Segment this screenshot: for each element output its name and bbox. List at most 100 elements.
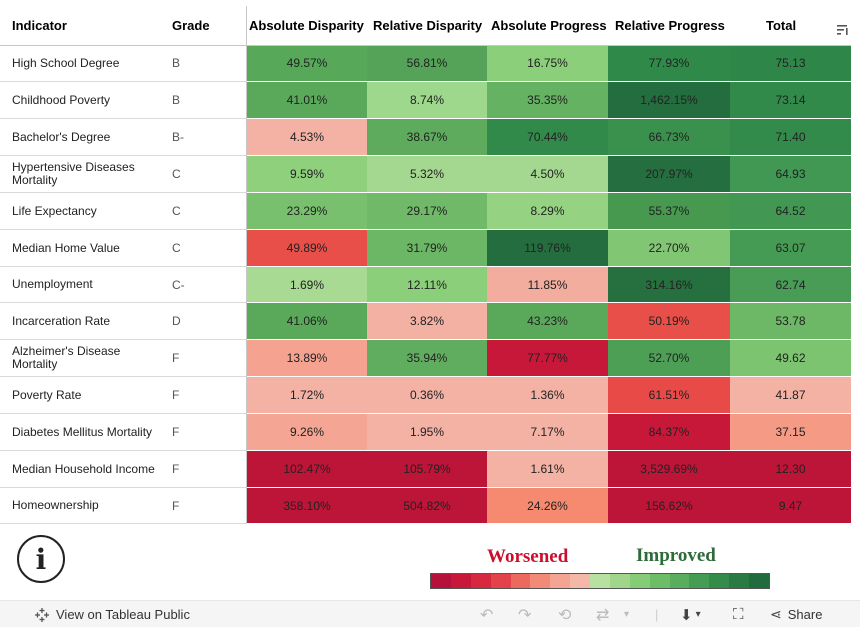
total-cell[interactable]: 41.87	[730, 377, 851, 414]
refresh-dropdown-icon[interactable]: ▾	[624, 609, 630, 620]
header-total[interactable]: Total	[766, 18, 797, 33]
relative-progress-cell[interactable]: 84.37%	[608, 414, 730, 451]
relative-disparity-cell[interactable]: 38.67%	[367, 119, 487, 156]
total-cell[interactable]: 62.74	[730, 267, 851, 303]
legend-swatch	[689, 574, 710, 588]
absolute-disparity-cell[interactable]: 358.10%	[247, 488, 367, 524]
indicator-cell[interactable]: Life Expectancy C	[0, 193, 247, 230]
relative-disparity-cell[interactable]: 1.95%	[367, 414, 487, 451]
indicator-cell[interactable]: Poverty Rate F	[0, 377, 247, 414]
absolute-disparity-cell[interactable]: 41.01%	[247, 82, 367, 119]
indicator-cell[interactable]: Median Household Income F	[0, 451, 247, 488]
relative-progress-cell[interactable]: 156.62%	[608, 488, 730, 524]
absolute-progress-cell[interactable]: 35.35%	[487, 82, 608, 119]
relative-progress-cell[interactable]: 66.73%	[608, 119, 730, 156]
total-cell[interactable]: 64.52	[730, 193, 851, 230]
relative-progress-cell[interactable]: 55.37%	[608, 193, 730, 230]
fullscreen-icon[interactable]: ⛶	[733, 606, 744, 623]
total-cell[interactable]: 63.07	[730, 230, 851, 267]
relative-disparity-cell[interactable]: 105.79%	[367, 451, 487, 488]
absolute-disparity-cell[interactable]: 41.06%	[247, 303, 367, 340]
header-grade[interactable]: Grade	[172, 18, 210, 33]
total-cell[interactable]: 71.40	[730, 119, 851, 156]
total-cell[interactable]: 9.47	[730, 488, 851, 524]
relative-progress-cell[interactable]: 1,462.15%	[608, 82, 730, 119]
relative-progress-cell[interactable]: 52.70%	[608, 340, 730, 377]
absolute-progress-cell[interactable]: 1.36%	[487, 377, 608, 414]
relative-disparity-cell[interactable]: 29.17%	[367, 193, 487, 230]
relative-disparity-cell[interactable]: 31.79%	[367, 230, 487, 267]
info-icon[interactable]: i	[17, 535, 65, 583]
total-cell[interactable]: 73.14	[730, 82, 851, 119]
absolute-disparity-cell[interactable]: 23.29%	[247, 193, 367, 230]
absolute-disparity-cell[interactable]: 102.47%	[247, 451, 367, 488]
relative-progress-cell[interactable]: 77.93%	[608, 45, 730, 82]
header-relative-progress[interactable]: Relative Progress	[615, 18, 725, 33]
absolute-progress-cell[interactable]: 16.75%	[487, 45, 608, 82]
sort-icon[interactable]	[836, 24, 848, 36]
absolute-progress-cell[interactable]: 8.29%	[487, 193, 608, 230]
indicator-cell[interactable]: Bachelor's Degree B-	[0, 119, 247, 156]
relative-disparity-cell[interactable]: 56.81%	[367, 45, 487, 82]
redo-icon[interactable]: ↷	[518, 606, 532, 624]
absolute-disparity-cell[interactable]: 49.57%	[247, 45, 367, 82]
absolute-progress-cell[interactable]: 1.61%	[487, 451, 608, 488]
refresh-icon[interactable]: ⇄	[596, 606, 610, 624]
relative-disparity-cell[interactable]: 3.82%	[367, 303, 487, 340]
relative-disparity-cell[interactable]: 12.11%	[367, 267, 487, 303]
relative-progress-cell[interactable]: 22.70%	[608, 230, 730, 267]
relative-disparity-cell[interactable]: 8.74%	[367, 82, 487, 119]
absolute-progress-cell[interactable]: 70.44%	[487, 119, 608, 156]
absolute-progress-cell[interactable]: 119.76%	[487, 230, 608, 267]
revert-icon[interactable]: ⟲	[558, 606, 572, 624]
indicator-cell[interactable]: High School Degree B	[0, 45, 247, 82]
relative-disparity-cell[interactable]: 5.32%	[367, 156, 487, 193]
absolute-progress-cell[interactable]: 11.85%	[487, 267, 608, 303]
absolute-disparity-cell[interactable]: 49.89%	[247, 230, 367, 267]
header-absolute-disparity[interactable]: Absolute Disparity	[249, 18, 364, 33]
absolute-progress-cell[interactable]: 77.77%	[487, 340, 608, 377]
total-cell[interactable]: 75.13	[730, 45, 851, 82]
indicator-cell[interactable]: Incarceration Rate D	[0, 303, 247, 340]
total-cell[interactable]: 64.93	[730, 156, 851, 193]
indicator-cell[interactable]: Unemployment C-	[0, 267, 247, 303]
absolute-progress-cell[interactable]: 4.50%	[487, 156, 608, 193]
indicator-cell[interactable]: Homeownership F	[0, 488, 247, 524]
relative-progress-cell[interactable]: 61.51%	[608, 377, 730, 414]
grade-label: B	[172, 93, 181, 107]
share-button[interactable]: ⋖ Share	[770, 601, 822, 628]
total-cell[interactable]: 12.30	[730, 451, 851, 488]
absolute-disparity-cell[interactable]: 4.53%	[247, 119, 367, 156]
relative-disparity-cell[interactable]: 35.94%	[367, 340, 487, 377]
relative-progress-cell[interactable]: 314.16%	[608, 267, 730, 303]
absolute-disparity-cell[interactable]: 1.69%	[247, 267, 367, 303]
absolute-progress-cell[interactable]: 43.23%	[487, 303, 608, 340]
indicator-cell[interactable]: Hypertensive Diseases Mortality C	[0, 156, 247, 193]
indicator-cell[interactable]: Childhood Poverty B	[0, 82, 247, 119]
header-relative-disparity[interactable]: Relative Disparity	[373, 18, 483, 33]
total-cell[interactable]: 53.78	[730, 303, 851, 340]
relative-progress-cell[interactable]: 207.97%	[608, 156, 730, 193]
header-absolute-progress[interactable]: Absolute Progress	[491, 18, 607, 33]
relative-progress-cell[interactable]: 50.19%	[608, 303, 730, 340]
relative-progress-cell[interactable]: 3,529.69%	[608, 451, 730, 488]
absolute-progress-cell[interactable]: 24.26%	[487, 488, 608, 524]
view-on-tableau-button[interactable]: View on Tableau Public	[34, 601, 190, 628]
legend-swatch	[669, 574, 690, 588]
indicator-cell[interactable]: Diabetes Mellitus Mortality F	[0, 414, 247, 451]
relative-disparity-cell[interactable]: 504.82%	[367, 488, 487, 524]
total-cell[interactable]: 37.15	[730, 414, 851, 451]
relative-disparity-cell[interactable]: 0.36%	[367, 377, 487, 414]
absolute-disparity-cell[interactable]: 13.89%	[247, 340, 367, 377]
absolute-disparity-cell[interactable]: 9.59%	[247, 156, 367, 193]
absolute-progress-cell[interactable]: 7.17%	[487, 414, 608, 451]
download-icon[interactable]: ⬇ ▾	[680, 606, 701, 624]
legend-swatch	[431, 574, 451, 588]
total-cell[interactable]: 49.62	[730, 340, 851, 377]
absolute-disparity-cell[interactable]: 9.26%	[247, 414, 367, 451]
undo-icon[interactable]: ↶	[480, 606, 494, 624]
indicator-cell[interactable]: Median Home Value C	[0, 230, 247, 267]
absolute-disparity-cell[interactable]: 1.72%	[247, 377, 367, 414]
header-indicator[interactable]: Indicator	[12, 18, 67, 33]
indicator-cell[interactable]: Alzheimer's Disease Mortality F	[0, 340, 247, 377]
